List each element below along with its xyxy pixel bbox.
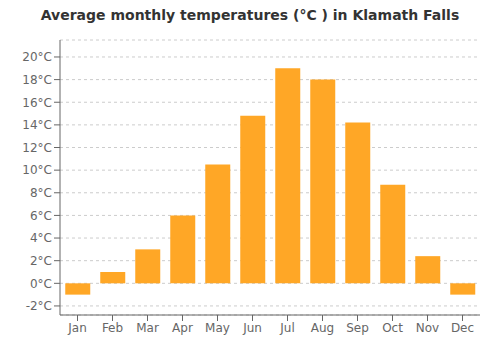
svg-text:8°C: 8°C	[30, 186, 52, 200]
svg-text:14°C: 14°C	[22, 118, 52, 132]
svg-text:18°C: 18°C	[22, 73, 52, 87]
svg-text:Oct: Oct	[382, 321, 403, 335]
svg-text:4°C: 4°C	[30, 231, 52, 245]
svg-text:Feb: Feb	[102, 321, 123, 335]
svg-text:Jun: Jun	[242, 321, 262, 335]
svg-text:2°C: 2°C	[30, 254, 52, 268]
svg-text:Jan: Jan	[67, 321, 87, 335]
svg-text:Sep: Sep	[346, 321, 369, 335]
svg-text:12°C: 12°C	[22, 141, 52, 155]
svg-text:16°C: 16°C	[22, 96, 52, 110]
svg-text:May: May	[205, 321, 230, 335]
svg-text:Nov: Nov	[416, 321, 439, 335]
svg-text:6°C: 6°C	[30, 209, 52, 223]
svg-text:Mar: Mar	[136, 321, 159, 335]
svg-text:Aug: Aug	[311, 321, 334, 335]
html-text:Average monthly temperatures (: Average monthly temperatures (°C ) in Kl…	[40, 7, 460, 23]
svg-text:Dec: Dec	[451, 321, 474, 335]
svg-text:Jul: Jul	[279, 321, 294, 335]
svg-text:0°C: 0°C	[30, 277, 52, 291]
svg-text:-2°C: -2°C	[26, 299, 52, 313]
svg-text:10°C: 10°C	[22, 163, 52, 177]
svg-text:Apr: Apr	[172, 321, 193, 335]
svg-text:20°C: 20°C	[22, 50, 52, 64]
